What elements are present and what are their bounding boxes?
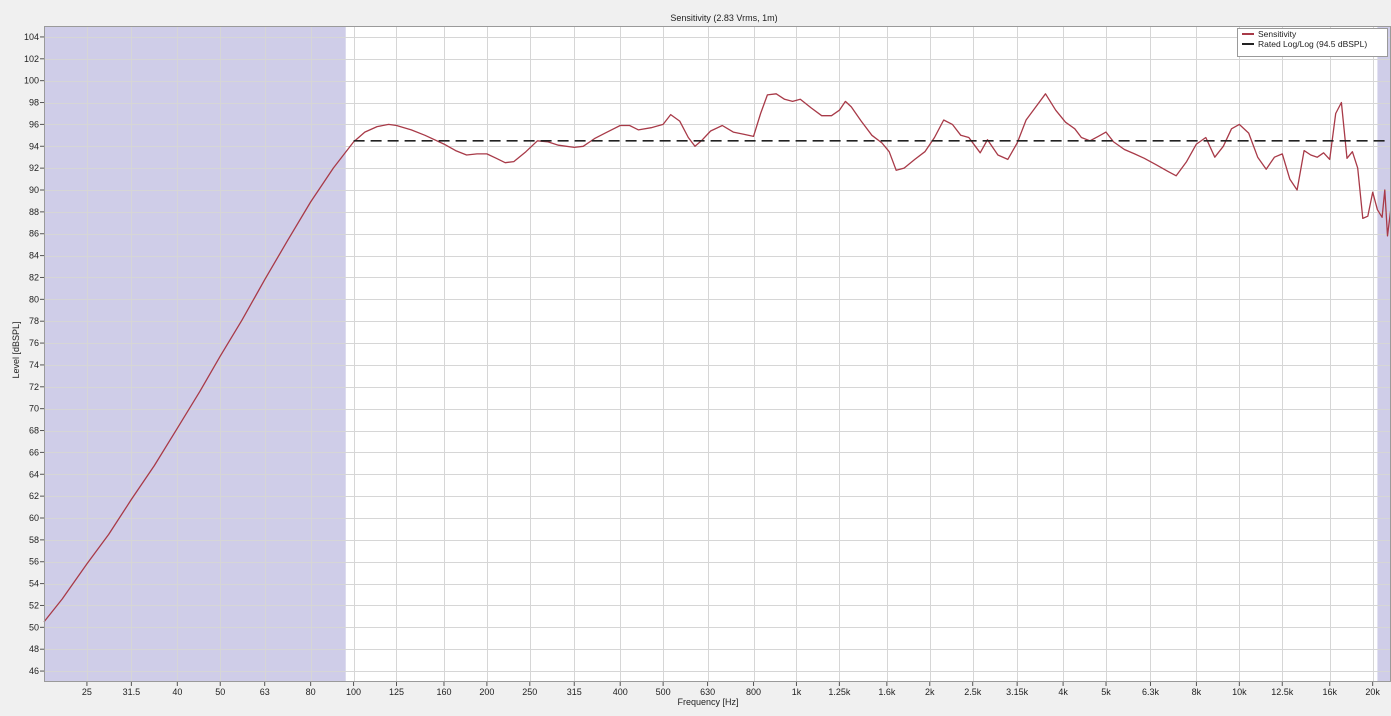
y-tick-label: 72 bbox=[29, 382, 39, 392]
x-axis-ticks: 25 31.5 40 50 63 80 100 125 160 200 250 315 400 500 63… bbox=[82, 682, 1380, 697]
y-tick-label: 74 bbox=[29, 360, 39, 370]
y-tick-label: 56 bbox=[29, 557, 39, 567]
y-axis-ticks: 46 48 50 52 54 56 58 60 62 64 66 68 70 72 74 76 78 80 82 84… bbox=[24, 32, 44, 676]
x-tick-label: 31.5 bbox=[123, 687, 141, 697]
x-tick-label: 50 bbox=[215, 687, 225, 697]
chart-title: Sensitivity (2.83 Vrms, 1m) bbox=[670, 13, 777, 23]
y-tick-label: 104 bbox=[24, 32, 39, 42]
x-tick-label: 5k bbox=[1101, 687, 1111, 697]
y-tick-label: 58 bbox=[29, 535, 39, 545]
x-tick-label: 10k bbox=[1232, 687, 1247, 697]
x-tick-label: 100 bbox=[346, 687, 361, 697]
x-tick-label: 12.5k bbox=[1271, 687, 1294, 697]
series-layer bbox=[43, 93, 1391, 623]
y-tick-label: 88 bbox=[29, 207, 39, 217]
x-tick-label: 3.15k bbox=[1006, 687, 1029, 697]
series-line-0 bbox=[43, 93, 1391, 623]
x-tick-label: 4k bbox=[1058, 687, 1068, 697]
x-tick-label: 160 bbox=[436, 687, 451, 697]
y-tick-label: 48 bbox=[29, 644, 39, 654]
y-tick-label: 76 bbox=[29, 338, 39, 348]
x-tick-label: 125 bbox=[389, 687, 404, 697]
x-tick-label: 500 bbox=[656, 687, 671, 697]
y-tick-label: 66 bbox=[29, 447, 39, 457]
x-tick-label: 1.6k bbox=[878, 687, 896, 697]
legend-label-1: Rated Log/Log (94.5 dBSPL) bbox=[1258, 39, 1367, 49]
y-tick-label: 70 bbox=[29, 404, 39, 414]
y-tick-label: 78 bbox=[29, 316, 39, 326]
x-tick-label: 63 bbox=[260, 687, 270, 697]
gridlines bbox=[44, 26, 1391, 682]
legend-box bbox=[1237, 28, 1388, 57]
y-tick-label: 62 bbox=[29, 491, 39, 501]
y-tick-label: 60 bbox=[29, 513, 39, 523]
y-tick-label: 86 bbox=[29, 229, 39, 239]
shaded-range-0 bbox=[44, 26, 346, 682]
y-tick-label: 84 bbox=[29, 251, 39, 261]
legend-label-0: Sensitivity bbox=[1258, 29, 1297, 39]
x-tick-label: 20k bbox=[1365, 687, 1380, 697]
x-tick-label: 630 bbox=[700, 687, 715, 697]
x-tick-label: 400 bbox=[613, 687, 628, 697]
x-tick-label: 40 bbox=[172, 687, 182, 697]
x-tick-label: 800 bbox=[746, 687, 761, 697]
y-tick-label: 50 bbox=[29, 622, 39, 632]
y-tick-label: 90 bbox=[29, 185, 39, 195]
y-tick-label: 80 bbox=[29, 294, 39, 304]
x-tick-label: 6.3k bbox=[1142, 687, 1160, 697]
x-tick-label: 2k bbox=[925, 687, 935, 697]
y-tick-label: 102 bbox=[24, 54, 39, 64]
x-axis-label: Frequency [Hz] bbox=[677, 697, 738, 707]
y-tick-label: 68 bbox=[29, 426, 39, 436]
x-tick-label: 25 bbox=[82, 687, 92, 697]
y-tick-label: 82 bbox=[29, 272, 39, 282]
x-tick-label: 2.5k bbox=[964, 687, 982, 697]
x-tick-label: 315 bbox=[567, 687, 582, 697]
x-tick-label: 80 bbox=[306, 687, 316, 697]
x-tick-label: 250 bbox=[522, 687, 537, 697]
x-tick-label: 1k bbox=[792, 687, 802, 697]
y-tick-label: 46 bbox=[29, 666, 39, 676]
y-tick-label: 94 bbox=[29, 141, 39, 151]
x-tick-label: 16k bbox=[1322, 687, 1337, 697]
y-tick-label: 54 bbox=[29, 579, 39, 589]
y-tick-label: 96 bbox=[29, 119, 39, 129]
y-axis-label: Level [dBSPL] bbox=[11, 321, 21, 378]
x-tick-label: 1.25k bbox=[828, 687, 851, 697]
y-tick-label: 64 bbox=[29, 469, 39, 479]
x-tick-label: 200 bbox=[479, 687, 494, 697]
y-tick-label: 92 bbox=[29, 163, 39, 173]
x-tick-label: 8k bbox=[1192, 687, 1202, 697]
y-tick-label: 98 bbox=[29, 98, 39, 108]
y-tick-label: 100 bbox=[24, 76, 39, 86]
y-tick-label: 52 bbox=[29, 600, 39, 610]
